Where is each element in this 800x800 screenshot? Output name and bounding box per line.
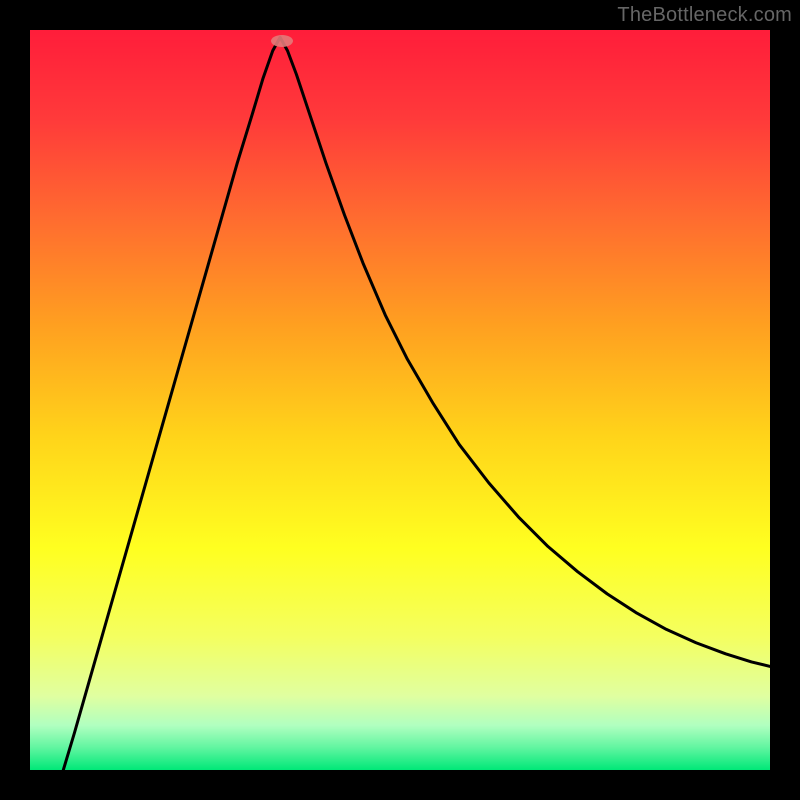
frame-right bbox=[770, 0, 800, 800]
optimal-point-marker bbox=[271, 35, 293, 47]
bottleneck-curve bbox=[30, 30, 770, 770]
bottleneck-chart: TheBottleneck.com bbox=[0, 0, 800, 800]
watermark-text: TheBottleneck.com bbox=[617, 4, 792, 27]
frame-bottom bbox=[0, 770, 800, 800]
plot-area bbox=[30, 30, 770, 770]
frame-left bbox=[0, 0, 30, 800]
